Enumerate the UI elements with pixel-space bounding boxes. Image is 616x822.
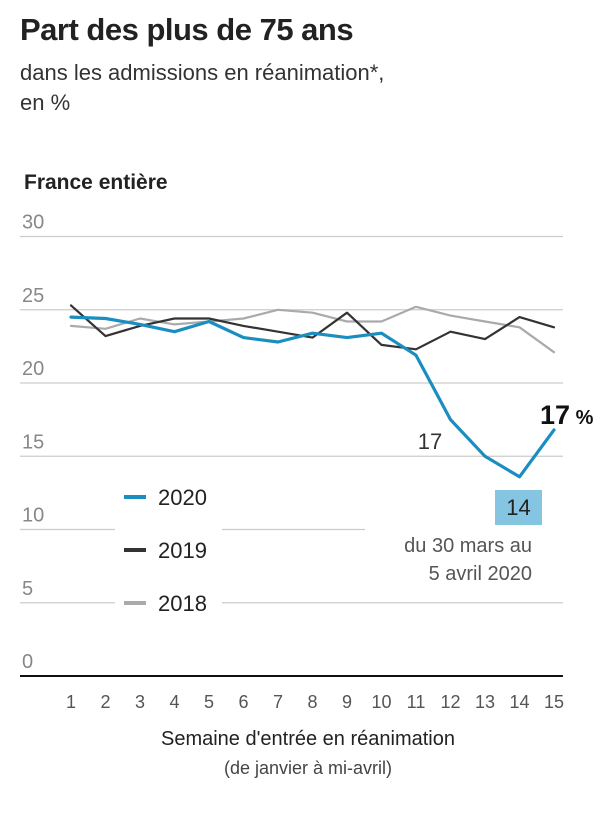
- x-axis-sublabel: (de janvier à mi-avril): [223, 758, 393, 778]
- min-value-label: 14: [506, 495, 530, 520]
- series-line-2020: [69, 315, 556, 479]
- end-value-number: 17: [540, 400, 570, 430]
- y-tick-label-20: 20: [22, 358, 44, 380]
- y-tick-label-25: 25: [22, 285, 44, 307]
- y-tick-label-10: 10: [22, 505, 44, 527]
- y-tick-label-30: 30: [22, 212, 44, 234]
- end-value-unit: %: [570, 407, 594, 429]
- series-line-2019: [69, 304, 556, 351]
- series-line-2018: [69, 305, 556, 354]
- chart-title: Part des plus de 75 ans: [20, 12, 354, 47]
- y-tick-label-5: 5: [22, 578, 33, 600]
- x-tick-label-11: 11: [407, 692, 426, 712]
- min-note-line-1: du 30 mars au: [404, 535, 532, 557]
- x-tick-label-13: 13: [475, 692, 495, 712]
- x-tick-label-4: 4: [169, 692, 179, 712]
- x-tick-label-9: 9: [342, 692, 352, 712]
- x-tick-label-3: 3: [135, 692, 145, 712]
- x-tick-label-14: 14: [509, 692, 529, 712]
- panel-title: France entière: [24, 171, 168, 194]
- min-note-line-2: 5 avril 2020: [429, 563, 532, 585]
- legend-label-2020: 2020: [158, 485, 207, 510]
- legend-label-2018: 2018: [158, 591, 207, 616]
- subtitle-line-1: dans les admissions en réanimation*,: [20, 60, 385, 85]
- end-value-label: 17 %: [540, 400, 594, 430]
- chart-subtitle: dans les admissions en réanimation*, en …: [20, 58, 580, 118]
- x-tick-label-1: 1: [66, 692, 76, 712]
- x-tick-label-5: 5: [204, 692, 214, 712]
- min-highlight-box: [495, 490, 542, 525]
- x-tick-label-10: 10: [371, 692, 391, 712]
- x-tick-label-12: 12: [440, 692, 460, 712]
- subtitle-line-2: en %: [20, 90, 71, 115]
- x-tick-label-7: 7: [273, 692, 283, 712]
- x-tick-label-2: 2: [100, 692, 110, 712]
- y-tick-label-0: 0: [22, 651, 33, 673]
- x-axis-label: Semaine d'entrée en réanimation: [160, 728, 455, 750]
- x-tick-label-6: 6: [238, 692, 248, 712]
- x-tick-label-8: 8: [307, 692, 317, 712]
- legend-label-2019: 2019: [158, 538, 207, 563]
- y-tick-label-15: 15: [22, 431, 44, 453]
- x-tick-label-15: 15: [544, 692, 564, 712]
- week12-label: 17: [418, 429, 442, 454]
